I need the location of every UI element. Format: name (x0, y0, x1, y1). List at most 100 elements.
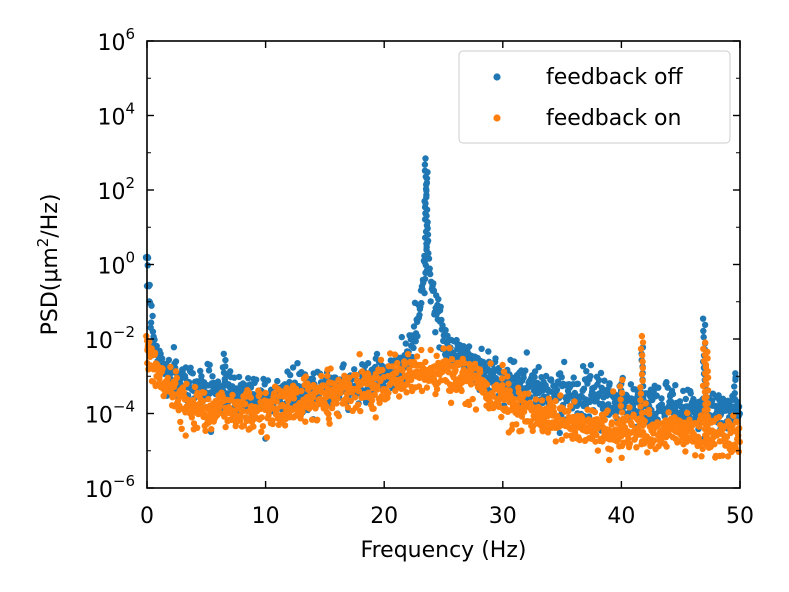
data-point (605, 401, 612, 408)
data-point (565, 407, 572, 415)
peak-point (424, 169, 431, 176)
data-point (371, 391, 378, 398)
data-point (506, 387, 513, 394)
data-point (651, 437, 658, 444)
data-point (285, 397, 292, 404)
data-point (646, 410, 653, 418)
peak-point (637, 384, 644, 391)
y-tick-label-4: 104 (97, 100, 135, 131)
data-point (164, 374, 171, 382)
data-point (258, 428, 265, 435)
data-point (302, 373, 309, 380)
data-point (465, 401, 473, 409)
data-point (262, 389, 269, 397)
data-point (345, 380, 353, 388)
data-point (191, 383, 199, 391)
peak-point (639, 428, 647, 436)
data-point (554, 378, 562, 385)
data-point (627, 381, 635, 388)
data-point (351, 366, 358, 373)
data-point (432, 329, 439, 336)
peak-point (700, 333, 707, 341)
data-point (574, 380, 582, 387)
peak-point (422, 200, 429, 207)
data-point (653, 392, 660, 399)
data-point (520, 374, 527, 381)
data-point (309, 375, 317, 383)
peak-point (702, 361, 710, 368)
data-point (147, 319, 155, 326)
y-tick-label--4: 10−4 (85, 398, 135, 429)
data-point (610, 388, 617, 395)
peak-point (422, 155, 429, 162)
data-point (518, 427, 525, 434)
x-tick-label-30: 30 (489, 504, 517, 529)
y-tick-exponent: −2 (113, 323, 135, 341)
data-point (446, 345, 453, 352)
data-point (351, 394, 359, 401)
data-point (698, 453, 705, 460)
peak-point (638, 371, 646, 378)
data-point (672, 382, 679, 389)
data-point (347, 397, 354, 405)
data-point (274, 377, 281, 385)
data-point (587, 373, 594, 380)
data-point (159, 365, 166, 373)
data-point (373, 350, 381, 358)
data-point (172, 380, 179, 387)
data-point (172, 358, 180, 365)
y-tick-label--6: 10−6 (85, 472, 135, 503)
data-point (468, 366, 476, 373)
data-point (682, 395, 689, 403)
data-point (146, 281, 153, 289)
data-point (385, 389, 392, 397)
data-point (229, 391, 236, 399)
x-tick-label-0: 0 (140, 504, 154, 529)
data-point (594, 447, 602, 454)
peak-point (637, 396, 644, 404)
peak-point (424, 231, 432, 238)
series-feedback-on (143, 332, 743, 464)
peak-point (639, 364, 646, 372)
data-point (504, 373, 511, 380)
peak-point (638, 416, 645, 423)
data-point (437, 303, 444, 310)
data-point (492, 355, 499, 362)
peak-point (731, 403, 739, 410)
peak-point (326, 379, 333, 386)
peak-point (732, 376, 739, 384)
legend-box (458, 50, 731, 144)
data-point (374, 383, 381, 390)
data-point (721, 423, 728, 430)
data-point (172, 368, 180, 375)
data-point (182, 432, 189, 439)
data-point (699, 445, 706, 453)
peak-point (638, 409, 646, 417)
data-point (208, 426, 215, 433)
peak-point (700, 327, 707, 335)
peak-point (732, 370, 739, 377)
peak-point (425, 250, 432, 257)
peak-point (699, 315, 707, 322)
data-point (444, 332, 451, 339)
data-point (427, 270, 434, 278)
data-point (440, 345, 447, 352)
data-point (173, 374, 180, 382)
peak-point (423, 206, 431, 213)
data-point (532, 396, 540, 403)
x-tick-label-10: 10 (252, 504, 280, 529)
peak-point (221, 375, 228, 383)
peak-point (639, 358, 646, 365)
data-point (326, 420, 333, 427)
data-point (418, 299, 425, 307)
data-point (427, 346, 434, 354)
y-tick-exponent: 6 (125, 25, 135, 43)
data-point (448, 356, 456, 363)
data-point (391, 351, 399, 358)
data-point (612, 413, 619, 420)
data-point (625, 435, 632, 442)
data-point (250, 423, 257, 430)
data-point (377, 356, 385, 364)
data-point (601, 416, 608, 424)
